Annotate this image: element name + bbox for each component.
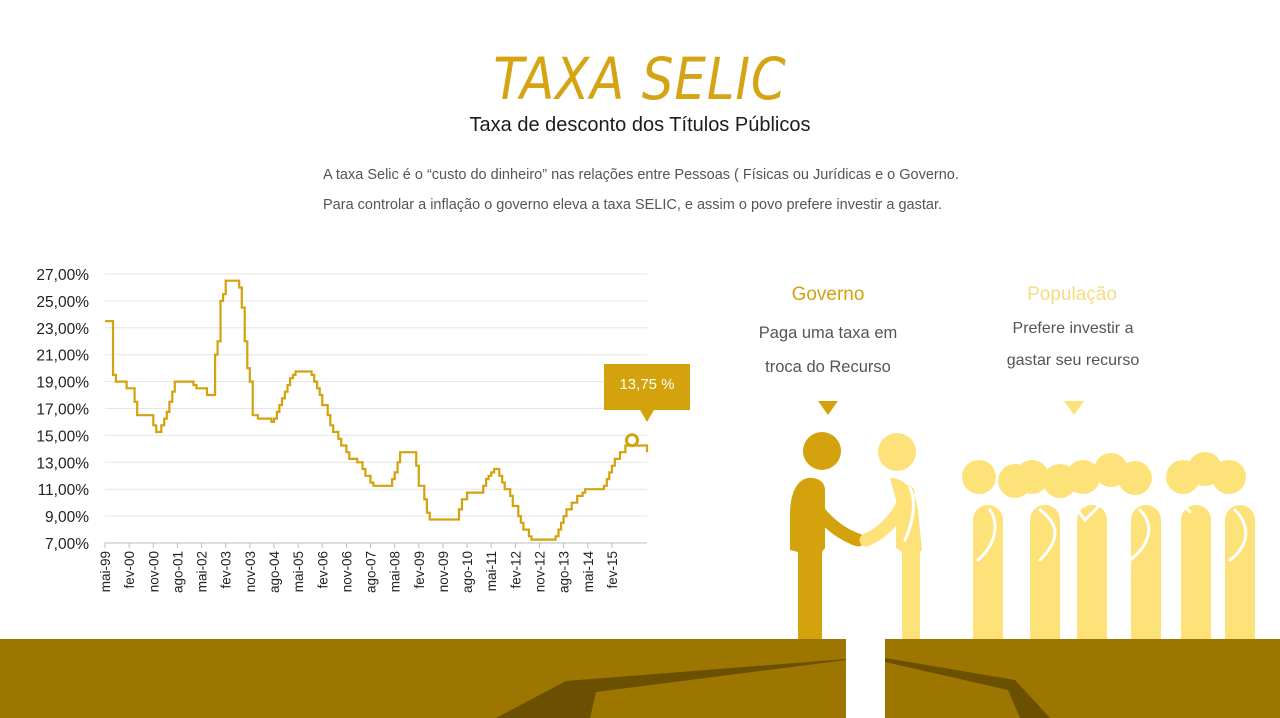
x-tick-label: mai-14 xyxy=(581,551,596,593)
x-tick-label: mai-02 xyxy=(195,551,210,592)
x-tick-label: ago-01 xyxy=(170,551,185,593)
y-tick-label: 15,00% xyxy=(36,428,89,445)
x-tick-label: ago-07 xyxy=(364,551,379,593)
y-tick-label: 9,00% xyxy=(45,509,89,526)
selic-series-line xyxy=(105,279,649,541)
description-line-2: Para controlar a inflação o governo elev… xyxy=(323,197,943,213)
x-tick-label: mai-08 xyxy=(388,551,403,592)
x-tick-label: ago-13 xyxy=(557,551,572,593)
governo-text-line-2: troca do Recurso xyxy=(765,358,891,376)
x-tick-label: fev-12 xyxy=(508,551,523,589)
populacao-text-line-2: gastar seu recurso xyxy=(1006,352,1140,369)
populacao-text-line-1: Prefere investir a xyxy=(1012,320,1134,337)
x-tick-label: mai-11 xyxy=(484,551,499,591)
y-tick-label: 7,00% xyxy=(45,536,89,553)
x-tick-label: mai-05 xyxy=(291,551,306,592)
description-line-1: A taxa Selic é o “custo do dinheiro” nas… xyxy=(323,167,959,183)
x-tick-label: fev-06 xyxy=(315,551,330,589)
y-tick-label: 19,00% xyxy=(36,375,89,392)
governo-text-line-1: Paga uma taxa em xyxy=(758,324,898,342)
governo-title: Governo xyxy=(791,284,865,305)
government-person-icon xyxy=(790,432,865,640)
x-tick-label: nov-03 xyxy=(243,551,258,592)
populacao-pointer-icon xyxy=(1064,401,1084,415)
x-tick-label: fev-15 xyxy=(605,551,620,589)
x-tick-label: mai-99 xyxy=(98,551,113,592)
page-subtitle: Taxa de desconto dos Títulos Públicos xyxy=(469,114,811,136)
value-callout-label: 13,75 % xyxy=(619,376,675,393)
x-tick-label: nov-12 xyxy=(533,551,548,592)
x-tick-label: nov-06 xyxy=(339,551,354,592)
y-axis: 7,00% 9,00% 11,00% 13,00% 15,00% 17,00% 19,00%… xyxy=(36,267,89,553)
x-tick-label: fev-00 xyxy=(122,551,137,589)
y-tick-label: 25,00% xyxy=(36,294,89,311)
populacao-title: População xyxy=(1027,284,1117,305)
x-tick-label: nov-00 xyxy=(146,551,161,592)
y-tick-label: 21,00% xyxy=(36,348,89,365)
population-crowd-icon xyxy=(962,452,1255,655)
x-tick-label: ago-10 xyxy=(460,551,475,593)
last-value-marker[interactable] xyxy=(625,433,640,448)
x-axis: mai-99 fev-00 nov-00 ago-01 mai-02 fev-03 nov-… xyxy=(98,543,620,593)
y-tick-label: 11,00% xyxy=(38,482,90,499)
y-tick-label: 27,00% xyxy=(36,267,89,284)
value-callout: 13,75 % xyxy=(604,364,690,422)
x-tick-label: ago-04 xyxy=(267,551,282,594)
chart-grid xyxy=(105,273,647,544)
x-tick-label: fev-09 xyxy=(412,551,427,589)
y-tick-label: 23,00% xyxy=(36,321,89,338)
x-tick-label: fev-03 xyxy=(219,551,234,589)
citizen-person-icon xyxy=(859,433,922,640)
x-tick-label: nov-09 xyxy=(436,551,451,592)
selic-line-chart: 7,00% 9,00% 11,00% 13,00% 15,00% 17,00% 19,00%… xyxy=(36,267,649,593)
y-tick-label: 17,00% xyxy=(36,402,89,419)
y-tick-label: 13,00% xyxy=(36,455,89,472)
page-title: TAXA SELIC xyxy=(493,45,787,113)
ground-platform xyxy=(0,639,1280,718)
governo-pointer-icon xyxy=(818,401,838,415)
